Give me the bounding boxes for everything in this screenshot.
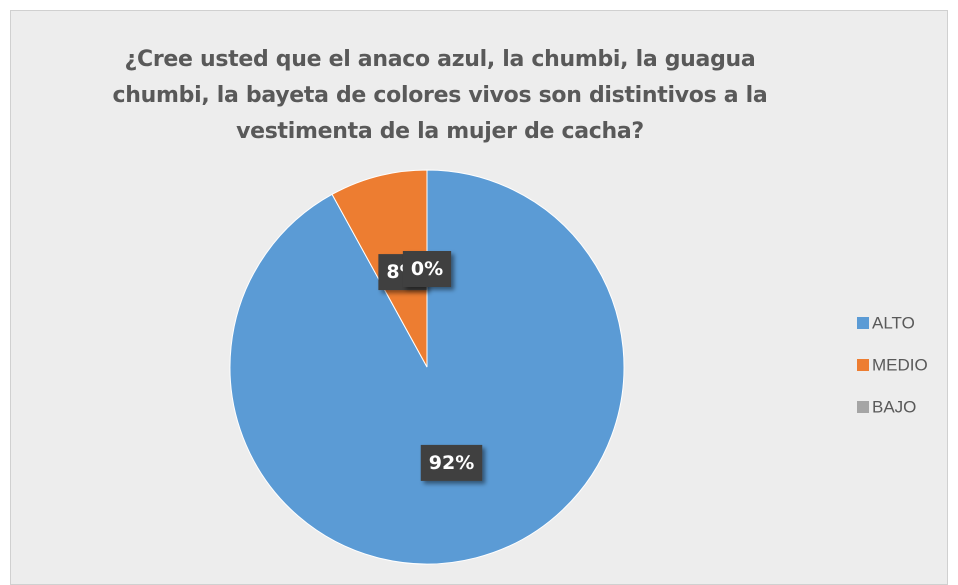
legend-swatch xyxy=(857,317,869,329)
legend-label: BAJO xyxy=(872,397,916,416)
legend-swatch xyxy=(857,359,869,371)
data-label: 92% xyxy=(429,452,474,474)
legend-swatch xyxy=(857,401,869,413)
data-label: 0% xyxy=(411,258,443,280)
data-label-box xyxy=(402,251,452,287)
data-label-box xyxy=(420,444,483,481)
legend-label: MEDIO xyxy=(872,355,928,374)
chart-title: ¿Cree usted que el anaco azul, la chumbi… xyxy=(112,47,768,144)
legend-label: ALTO xyxy=(872,313,915,332)
